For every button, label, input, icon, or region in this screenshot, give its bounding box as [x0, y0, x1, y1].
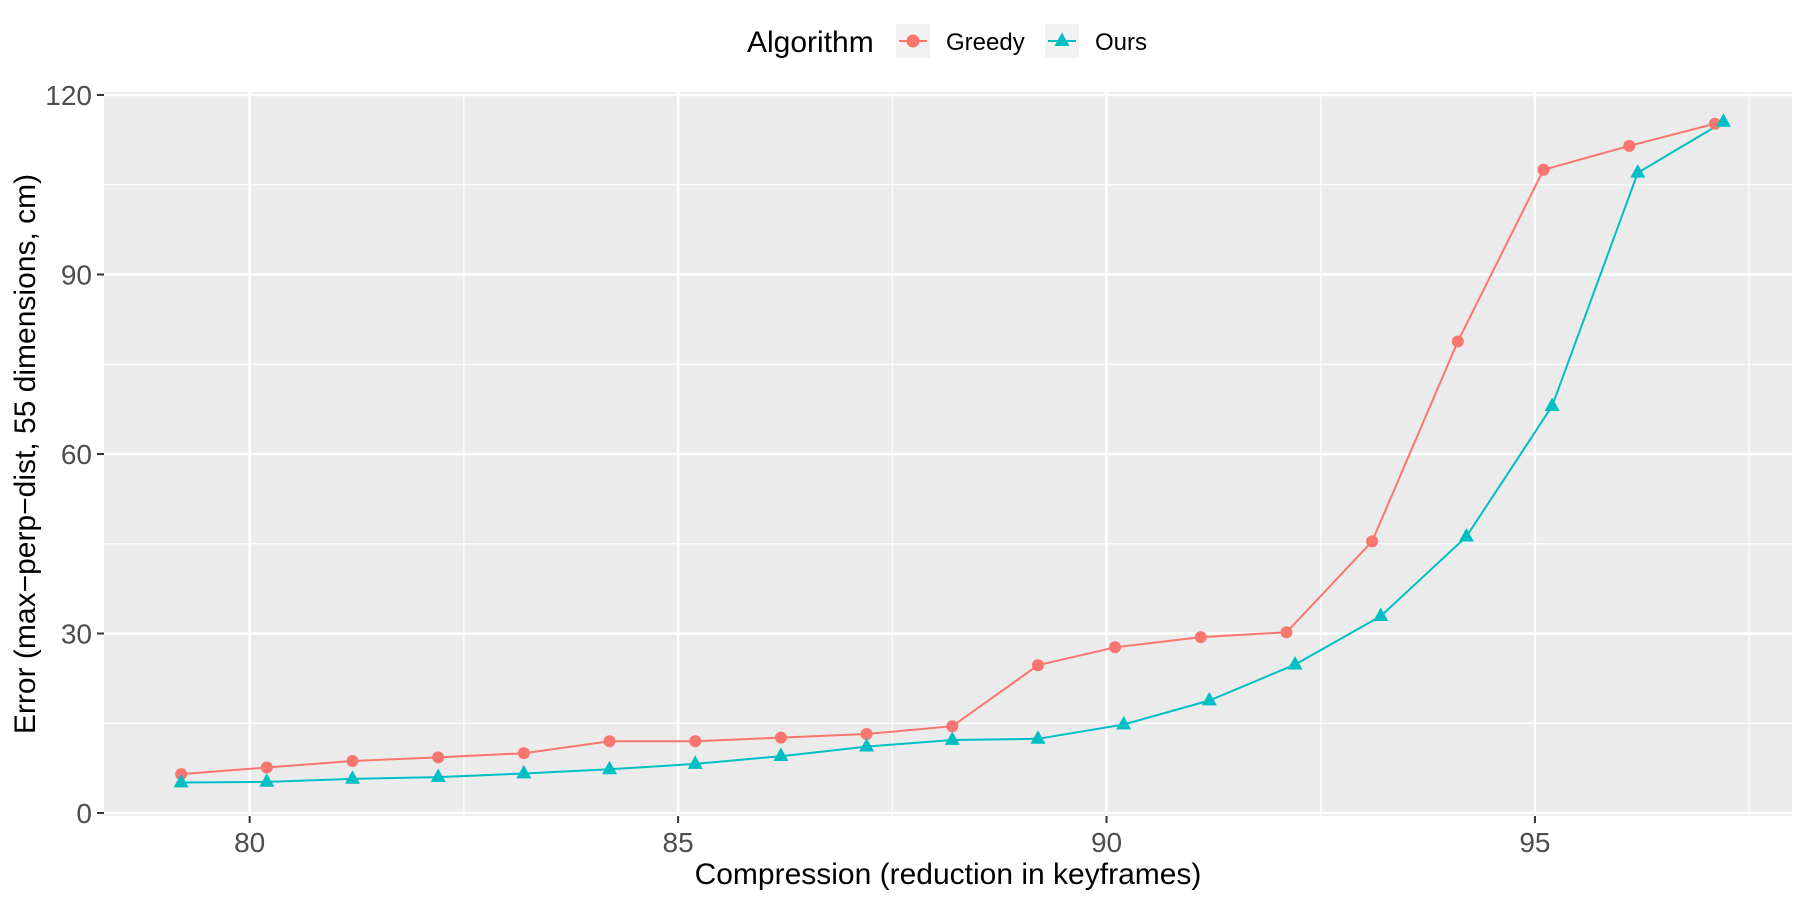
data-point-ours	[1116, 715, 1132, 730]
data-point-ours	[687, 755, 703, 769]
data-point-ours	[173, 773, 189, 788]
legend-marker-ours	[1054, 32, 1070, 46]
x-axis-title: Compression (reduction in keyframes)	[695, 858, 1202, 891]
data-point-greedy	[432, 751, 445, 764]
data-point-ours	[1544, 397, 1560, 412]
data-point-ours	[259, 773, 275, 787]
x-tick-label: 80	[234, 827, 265, 858]
data-point-greedy	[603, 735, 616, 748]
data-point-ours	[430, 768, 446, 782]
grid-major	[104, 92, 1792, 816]
data-point-ours	[859, 737, 875, 752]
data-point-ours	[1373, 607, 1389, 622]
y-tick-label: 0	[76, 798, 92, 829]
data-point-greedy	[860, 728, 873, 741]
x-tick-label: 85	[663, 827, 694, 858]
data-point-ours	[773, 747, 789, 762]
data-point-ours	[602, 760, 618, 775]
data-point-ours	[944, 731, 960, 745]
data-point-greedy	[946, 720, 959, 733]
data-point-ours	[516, 764, 532, 779]
data-point-greedy	[1537, 163, 1550, 176]
data-point-ours	[1030, 730, 1046, 744]
data-point-greedy	[1280, 626, 1293, 639]
axis-ticks	[97, 93, 1536, 823]
x-tick-label: 95	[1519, 827, 1550, 858]
data-point-greedy	[1194, 631, 1207, 644]
data-point-greedy	[1623, 139, 1636, 152]
data-point-ours	[344, 770, 360, 784]
data-point-greedy	[346, 754, 359, 767]
y-tick-label: 30	[61, 619, 92, 650]
data-point-ours	[1201, 691, 1217, 706]
legend: Algorithm Greedy Ours	[747, 24, 1147, 59]
data-point-greedy	[774, 731, 787, 744]
x-tick-labels: 80 85 90 95	[234, 827, 1550, 858]
legend-marker-greedy	[906, 34, 920, 48]
y-tick-label: 120	[45, 80, 92, 111]
data-point-greedy	[1366, 535, 1379, 548]
legend-label-ours: Ours	[1095, 29, 1147, 56]
data-point-greedy	[260, 761, 273, 774]
data-point-ours	[1715, 113, 1731, 127]
data-point-greedy	[1451, 335, 1464, 348]
data-point-ours	[1630, 164, 1646, 178]
data-point-greedy	[1109, 641, 1122, 654]
data-point-greedy	[1031, 659, 1044, 672]
series-points	[173, 113, 1731, 788]
legend-item-greedy: Greedy	[896, 24, 1025, 58]
legend-item-ours: Ours	[1045, 24, 1147, 58]
y-tick-label: 90	[61, 259, 92, 290]
x-tick-label: 90	[1091, 827, 1122, 858]
y-tick-labels: 0 30 60 90 120	[45, 80, 92, 829]
y-tick-label: 60	[61, 439, 92, 470]
data-point-greedy	[689, 735, 702, 748]
legend-label-greedy: Greedy	[946, 29, 1025, 56]
data-point-ours	[1458, 527, 1474, 542]
data-point-ours	[1287, 655, 1303, 670]
legend-title: Algorithm	[747, 26, 874, 59]
y-axis-title: Error (max−perp−dist, 55 dimensions, cm)	[9, 174, 42, 734]
data-point-greedy	[517, 747, 530, 760]
